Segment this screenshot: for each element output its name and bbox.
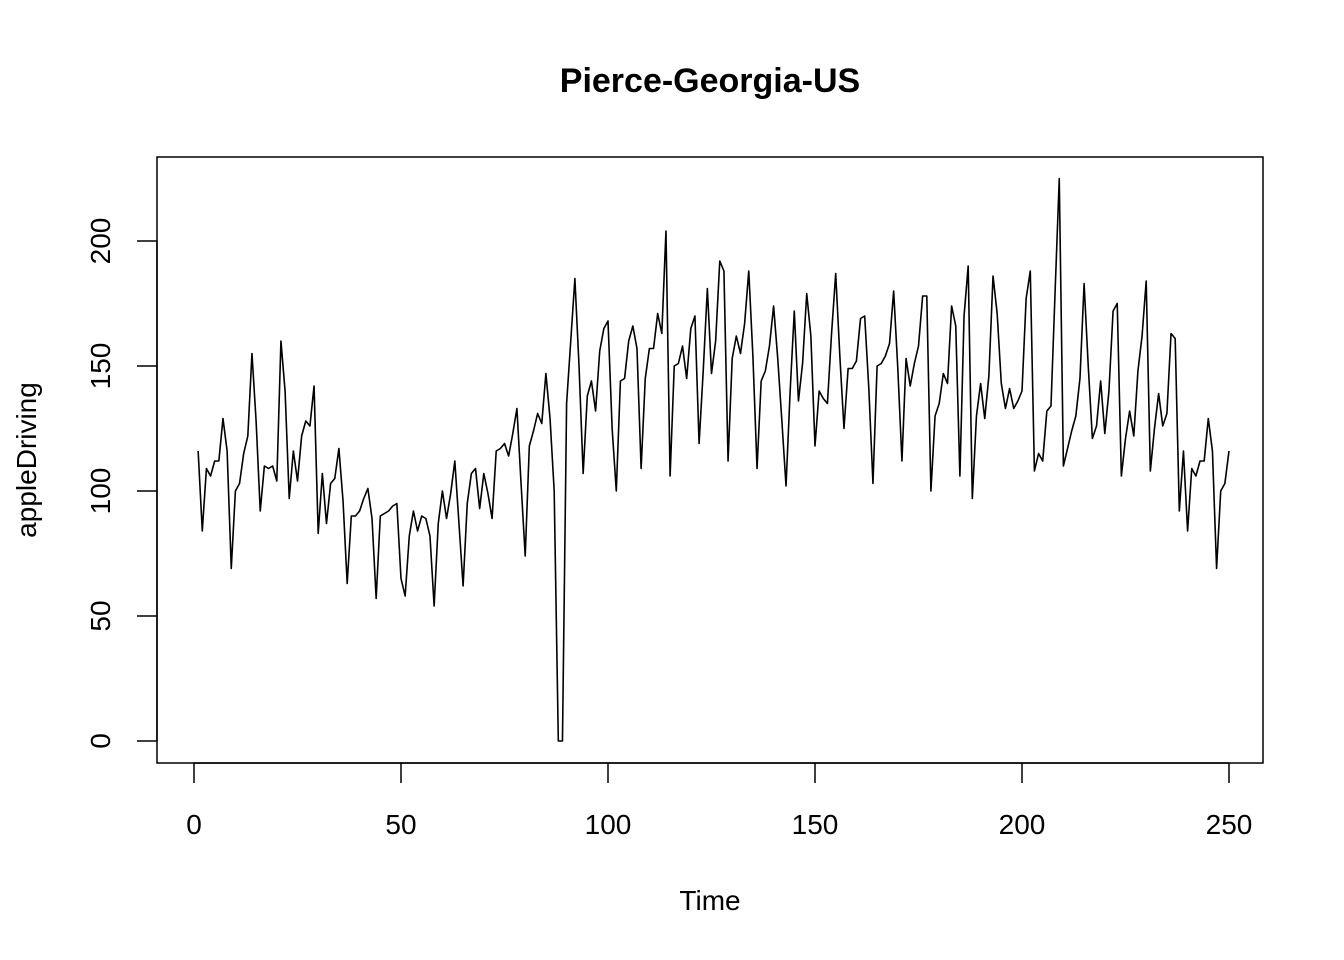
y-tick-label: 0 <box>85 733 116 749</box>
x-axis: 0 50 100 150 200 250 <box>186 763 1252 840</box>
x-tick-label: 250 <box>1206 809 1253 840</box>
y-axis: 0 50 100 150 200 <box>85 218 157 749</box>
y-tick-label: 200 <box>85 218 116 265</box>
y-tick-label: 150 <box>85 343 116 390</box>
y-tick-label: 100 <box>85 468 116 515</box>
x-tick-label: 0 <box>186 809 202 840</box>
x-tick-label: 100 <box>585 809 632 840</box>
series-line <box>198 179 1229 742</box>
x-tick-label: 50 <box>385 809 416 840</box>
x-axis-label: Time <box>679 885 740 916</box>
plot-frame <box>157 157 1263 763</box>
y-tick-label: 50 <box>85 600 116 631</box>
x-tick-label: 200 <box>999 809 1046 840</box>
y-axis-label: appleDriving <box>11 382 42 538</box>
x-tick-label: 150 <box>792 809 839 840</box>
chart-title: Pierce-Georgia-US <box>560 62 860 100</box>
